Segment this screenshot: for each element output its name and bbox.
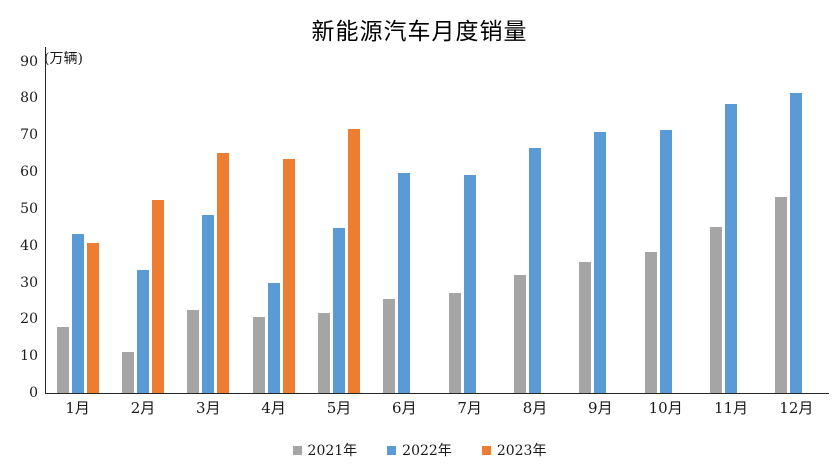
y-axis-tick-label: 20	[20, 311, 38, 328]
y-axis-tick-label: 90	[20, 53, 38, 70]
bar-2023年-2月	[152, 199, 164, 393]
x-axis-label: 1月	[65, 399, 90, 417]
bar-2021年-3月	[187, 309, 200, 393]
y-axis-tick-label: 0	[29, 385, 38, 401]
legend-swatch-icon	[292, 445, 302, 455]
bar-2023年-3月	[217, 152, 230, 393]
bar-2022年-12月	[790, 93, 803, 393]
x-axis-label: 5月	[326, 399, 352, 417]
x-axis-label: 10月	[648, 399, 683, 417]
legend-label: 2023年	[496, 443, 547, 459]
bar-2022年-1月	[71, 234, 84, 393]
bar-2022年-5月	[333, 228, 345, 393]
bar-2021年-10月	[644, 251, 657, 393]
x-axis-label: 11月	[713, 399, 749, 417]
x-axis-label: 8月	[522, 399, 548, 417]
bar-2022年-9月	[594, 132, 607, 393]
bar-2022年-3月	[202, 214, 215, 393]
x-axis-label: 6月	[392, 399, 417, 417]
bar-2022年-11月	[725, 103, 737, 393]
legend-swatch-icon	[481, 445, 491, 455]
y-axis-tick-label: 40	[20, 237, 38, 254]
bar-2021年-6月	[383, 298, 396, 393]
x-axis-label: 9月	[588, 399, 613, 417]
bar-2023年-1月	[86, 242, 99, 393]
y-axis-unit-label: (万辆)	[44, 51, 83, 67]
x-axis-label: 3月	[196, 399, 221, 417]
y-axis-tick-label: 60	[20, 164, 38, 181]
legend-label: 2021年	[307, 443, 358, 459]
bar-2021年-1月	[56, 327, 69, 393]
bar-2022年-7月	[463, 174, 476, 393]
x-axis-label: 7月	[457, 399, 482, 417]
bar-2022年-4月	[267, 282, 280, 393]
bar-2023年-5月	[348, 128, 360, 393]
bar-2021年-2月	[122, 352, 134, 393]
x-axis-label: 2月	[130, 399, 156, 417]
x-axis-label: 12月	[779, 399, 814, 417]
legend-item-2021年: 2021年	[292, 440, 358, 460]
x-axis-line	[45, 393, 829, 394]
bar-2021年-4月	[252, 317, 265, 393]
bar-2022年-6月	[398, 173, 411, 393]
y-axis-line	[45, 47, 46, 394]
bar-2021年-12月	[775, 197, 788, 393]
legend-swatch-icon	[387, 445, 397, 455]
x-axis-label: 4月	[261, 399, 286, 417]
bar-2021年-9月	[579, 261, 592, 393]
legend-item-2023年: 2023年	[481, 440, 547, 460]
bar-2022年-2月	[137, 269, 149, 393]
legend: 2021年 2022年 2023年	[0, 440, 839, 460]
legend-label: 2022年	[402, 443, 452, 459]
bar-2022年-8月	[529, 147, 541, 393]
y-axis-tick-label: 80	[20, 90, 38, 107]
bar-2021年-11月	[710, 227, 722, 393]
y-axis-tick-label: 10	[20, 348, 38, 365]
y-axis-tick-label: 50	[20, 200, 38, 217]
chart-title: 新能源汽车月度销量	[311, 19, 528, 45]
y-axis-tick-label: 70	[20, 127, 38, 144]
bar-2022年-10月	[659, 130, 672, 393]
bar-2021年-7月	[448, 293, 461, 393]
bar-2021年-8月	[514, 274, 526, 393]
legend-item-2022年: 2022年	[387, 440, 452, 460]
bar-2021年-5月	[318, 313, 330, 393]
y-axis-tick-label: 30	[20, 274, 38, 291]
bar-2023年-4月	[282, 158, 295, 393]
